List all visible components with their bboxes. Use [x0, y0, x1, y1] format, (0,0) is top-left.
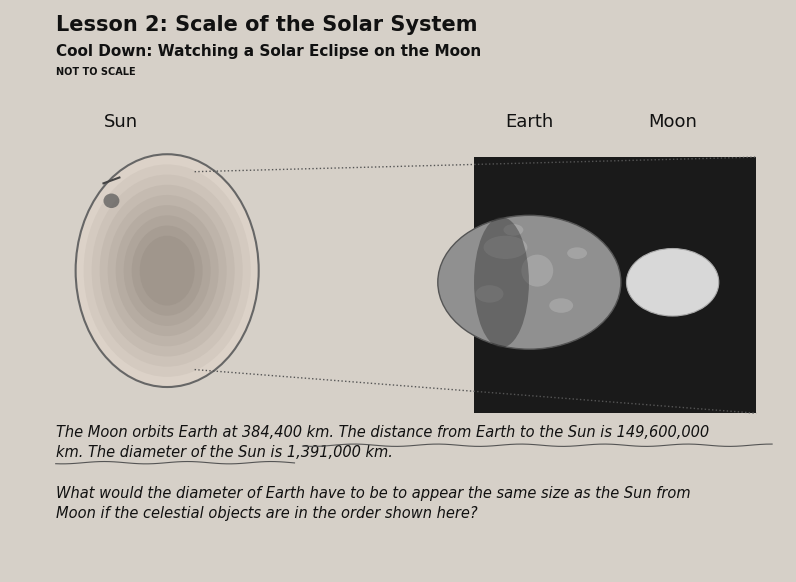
Ellipse shape — [100, 185, 235, 356]
Ellipse shape — [476, 285, 504, 303]
Text: Sun: Sun — [103, 113, 138, 131]
Ellipse shape — [567, 247, 587, 259]
Text: Lesson 2: Scale of the Solar System: Lesson 2: Scale of the Solar System — [56, 15, 478, 34]
Ellipse shape — [474, 217, 529, 347]
Text: What would the diameter of Earth have to be to appear the same size as the Sun f: What would the diameter of Earth have to… — [56, 486, 690, 521]
Text: Cool Down: Watching a Solar Eclipse on the Moon: Cool Down: Watching a Solar Eclipse on t… — [56, 44, 481, 59]
Ellipse shape — [92, 175, 243, 367]
Ellipse shape — [503, 224, 524, 236]
Ellipse shape — [549, 298, 573, 313]
Ellipse shape — [107, 195, 227, 346]
Ellipse shape — [521, 255, 553, 287]
Ellipse shape — [76, 154, 259, 387]
Text: Moon: Moon — [648, 113, 697, 131]
Ellipse shape — [84, 164, 251, 377]
Ellipse shape — [123, 215, 211, 326]
Ellipse shape — [140, 236, 195, 306]
Ellipse shape — [103, 193, 119, 208]
Circle shape — [626, 249, 719, 316]
Bar — [474, 157, 756, 413]
Ellipse shape — [115, 205, 219, 336]
Ellipse shape — [131, 225, 203, 315]
Text: Earth: Earth — [505, 113, 553, 131]
Ellipse shape — [484, 236, 528, 259]
Text: NOT TO SCALE: NOT TO SCALE — [56, 67, 135, 77]
Text: The Moon orbits Earth at 384,400 km. The distance from Earth to the Sun is 149,6: The Moon orbits Earth at 384,400 km. The… — [56, 425, 709, 460]
Circle shape — [438, 215, 621, 349]
